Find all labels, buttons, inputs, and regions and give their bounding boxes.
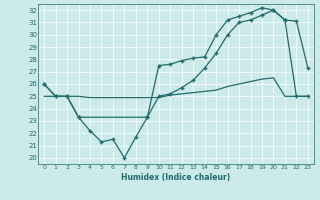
X-axis label: Humidex (Indice chaleur): Humidex (Indice chaleur) [121, 173, 231, 182]
